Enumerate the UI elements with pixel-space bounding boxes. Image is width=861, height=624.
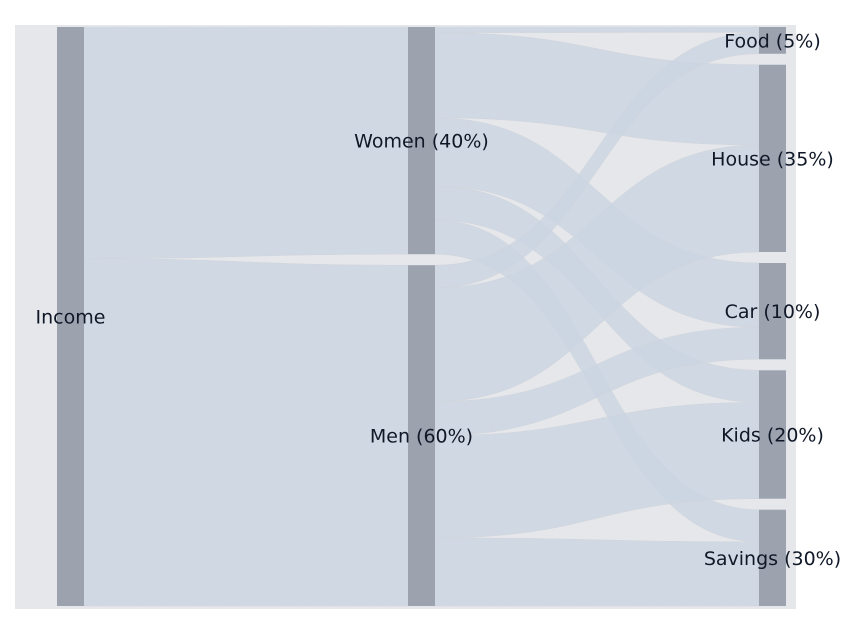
sankey-label-men: Men (60%) bbox=[370, 426, 473, 448]
sankey-label-house: House (35%) bbox=[711, 148, 834, 170]
sankey-link-men-car bbox=[434, 326, 760, 436]
sankey-label-car: Car (10%) bbox=[725, 301, 821, 323]
sankey-node-income bbox=[57, 27, 84, 606]
sankey-link-men-kids bbox=[434, 402, 760, 539]
sankey-node-car bbox=[759, 263, 786, 360]
sankey-link-women-food bbox=[434, 26, 760, 33]
sankey-label-women: Women (40%) bbox=[354, 131, 489, 153]
sankey-node-food bbox=[759, 27, 786, 54]
sankey-node-savings bbox=[759, 509, 786, 606]
nodes-layer bbox=[57, 27, 786, 606]
links-layer bbox=[83, 26, 760, 607]
sankey-label-income: Income bbox=[36, 307, 106, 329]
sankey-node-women bbox=[408, 27, 435, 255]
sankey-label-food: Food (5%) bbox=[724, 30, 821, 52]
sankey-node-kids bbox=[759, 370, 786, 499]
sankey-node-house bbox=[759, 64, 786, 252]
labels-layer: Income Women (40%) Men (60%) Food (5%) House… bbox=[36, 30, 842, 569]
sankey-node-men bbox=[408, 265, 435, 606]
sankey-link-income-men bbox=[83, 258, 409, 607]
sankey-label-savings: Savings (30%) bbox=[704, 548, 841, 570]
sankey-link-income-women bbox=[83, 26, 409, 259]
sankey-label-kids: Kids (20%) bbox=[721, 425, 824, 447]
